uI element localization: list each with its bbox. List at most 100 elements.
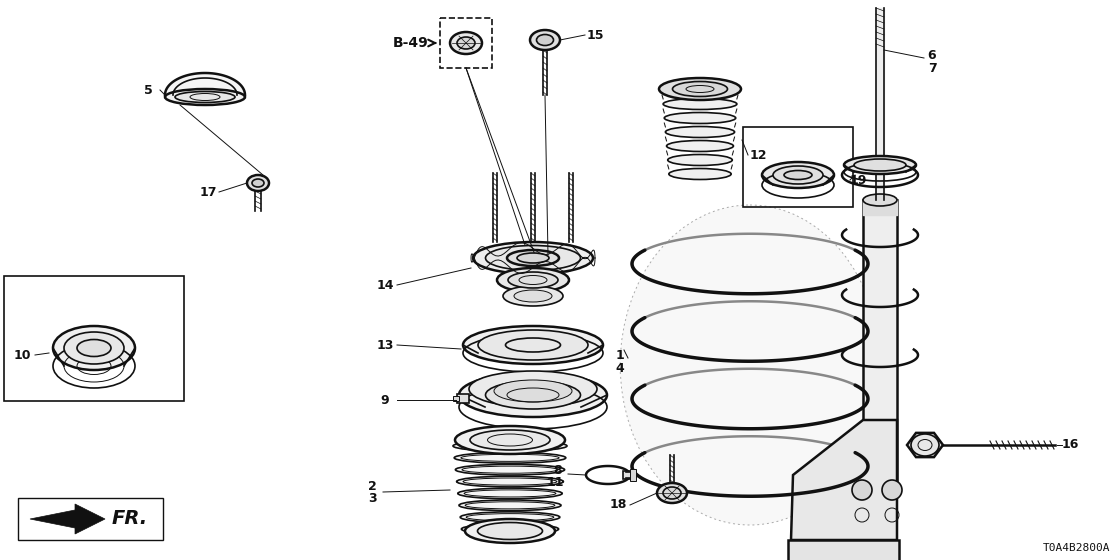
Ellipse shape	[465, 519, 556, 543]
Polygon shape	[735, 123, 736, 127]
Ellipse shape	[452, 441, 567, 451]
Ellipse shape	[497, 268, 569, 292]
Ellipse shape	[666, 141, 734, 152]
Ellipse shape	[459, 500, 561, 511]
Text: 17: 17	[199, 185, 217, 198]
Text: T0A4B2800A: T0A4B2800A	[1043, 543, 1110, 553]
Text: 4: 4	[616, 362, 624, 375]
Ellipse shape	[620, 205, 880, 525]
Ellipse shape	[458, 488, 562, 499]
Polygon shape	[165, 73, 245, 95]
Polygon shape	[731, 165, 732, 169]
Ellipse shape	[469, 371, 597, 407]
Polygon shape	[30, 504, 105, 534]
Ellipse shape	[508, 272, 558, 288]
Text: 19: 19	[849, 174, 867, 186]
Ellipse shape	[864, 194, 897, 206]
Ellipse shape	[663, 487, 681, 499]
Text: 10: 10	[13, 348, 30, 362]
Ellipse shape	[669, 169, 731, 180]
Ellipse shape	[485, 245, 580, 270]
Ellipse shape	[457, 476, 563, 487]
Text: B-49: B-49	[392, 36, 428, 50]
Text: 3: 3	[367, 492, 376, 505]
Ellipse shape	[455, 426, 564, 454]
Text: 7: 7	[927, 62, 936, 74]
Ellipse shape	[844, 156, 916, 174]
Text: 16: 16	[1062, 438, 1079, 451]
Bar	[18, 498, 164, 540]
Ellipse shape	[911, 434, 939, 456]
Text: 8: 8	[553, 464, 562, 477]
Ellipse shape	[662, 85, 738, 96]
Ellipse shape	[517, 253, 549, 263]
Ellipse shape	[64, 332, 124, 364]
Ellipse shape	[665, 127, 735, 138]
Bar	[743, 127, 853, 207]
Bar	[4, 276, 184, 401]
Ellipse shape	[77, 339, 111, 357]
Ellipse shape	[463, 326, 603, 364]
Ellipse shape	[494, 380, 572, 402]
Ellipse shape	[461, 524, 559, 534]
Ellipse shape	[668, 155, 732, 166]
Polygon shape	[664, 123, 665, 127]
Ellipse shape	[459, 373, 607, 417]
Text: 6: 6	[927, 49, 936, 62]
Ellipse shape	[456, 464, 564, 475]
Bar	[631, 469, 636, 481]
Ellipse shape	[477, 522, 542, 539]
Polygon shape	[666, 151, 668, 155]
Text: 15: 15	[586, 29, 604, 41]
Ellipse shape	[514, 290, 552, 302]
Ellipse shape	[530, 30, 560, 50]
Text: 2: 2	[367, 480, 376, 493]
Polygon shape	[665, 137, 666, 141]
Ellipse shape	[248, 175, 269, 191]
Ellipse shape	[165, 89, 245, 105]
Ellipse shape	[503, 286, 563, 306]
Ellipse shape	[784, 170, 812, 180]
Ellipse shape	[485, 381, 580, 409]
Polygon shape	[662, 95, 663, 99]
Circle shape	[852, 480, 872, 500]
Ellipse shape	[507, 250, 559, 266]
Ellipse shape	[175, 91, 235, 102]
Polygon shape	[791, 420, 897, 540]
Ellipse shape	[762, 162, 834, 188]
Text: 9: 9	[381, 394, 390, 407]
Bar	[440, 18, 492, 68]
Ellipse shape	[855, 159, 906, 171]
Polygon shape	[737, 95, 738, 99]
Ellipse shape	[664, 113, 736, 124]
Polygon shape	[668, 165, 669, 169]
Ellipse shape	[773, 166, 823, 184]
Polygon shape	[732, 151, 734, 155]
Polygon shape	[663, 109, 664, 113]
Ellipse shape	[659, 78, 741, 100]
Text: 12: 12	[749, 148, 767, 161]
Polygon shape	[734, 137, 735, 141]
Text: 18: 18	[609, 498, 627, 511]
Bar	[623, 471, 635, 479]
Polygon shape	[736, 109, 737, 113]
Ellipse shape	[473, 242, 592, 274]
Circle shape	[883, 480, 902, 500]
Ellipse shape	[536, 35, 553, 45]
Ellipse shape	[657, 483, 687, 503]
Ellipse shape	[457, 37, 475, 49]
Ellipse shape	[478, 330, 588, 360]
Ellipse shape	[663, 99, 737, 110]
Text: 1: 1	[616, 348, 624, 362]
Bar	[788, 540, 899, 560]
Text: 11: 11	[547, 475, 563, 488]
Text: 13: 13	[376, 338, 394, 352]
Ellipse shape	[53, 326, 136, 370]
Bar	[452, 396, 459, 401]
Ellipse shape	[470, 430, 550, 450]
Ellipse shape	[672, 82, 728, 96]
Ellipse shape	[455, 452, 566, 463]
Polygon shape	[907, 433, 943, 457]
Text: 5: 5	[143, 83, 152, 96]
Ellipse shape	[460, 512, 560, 522]
